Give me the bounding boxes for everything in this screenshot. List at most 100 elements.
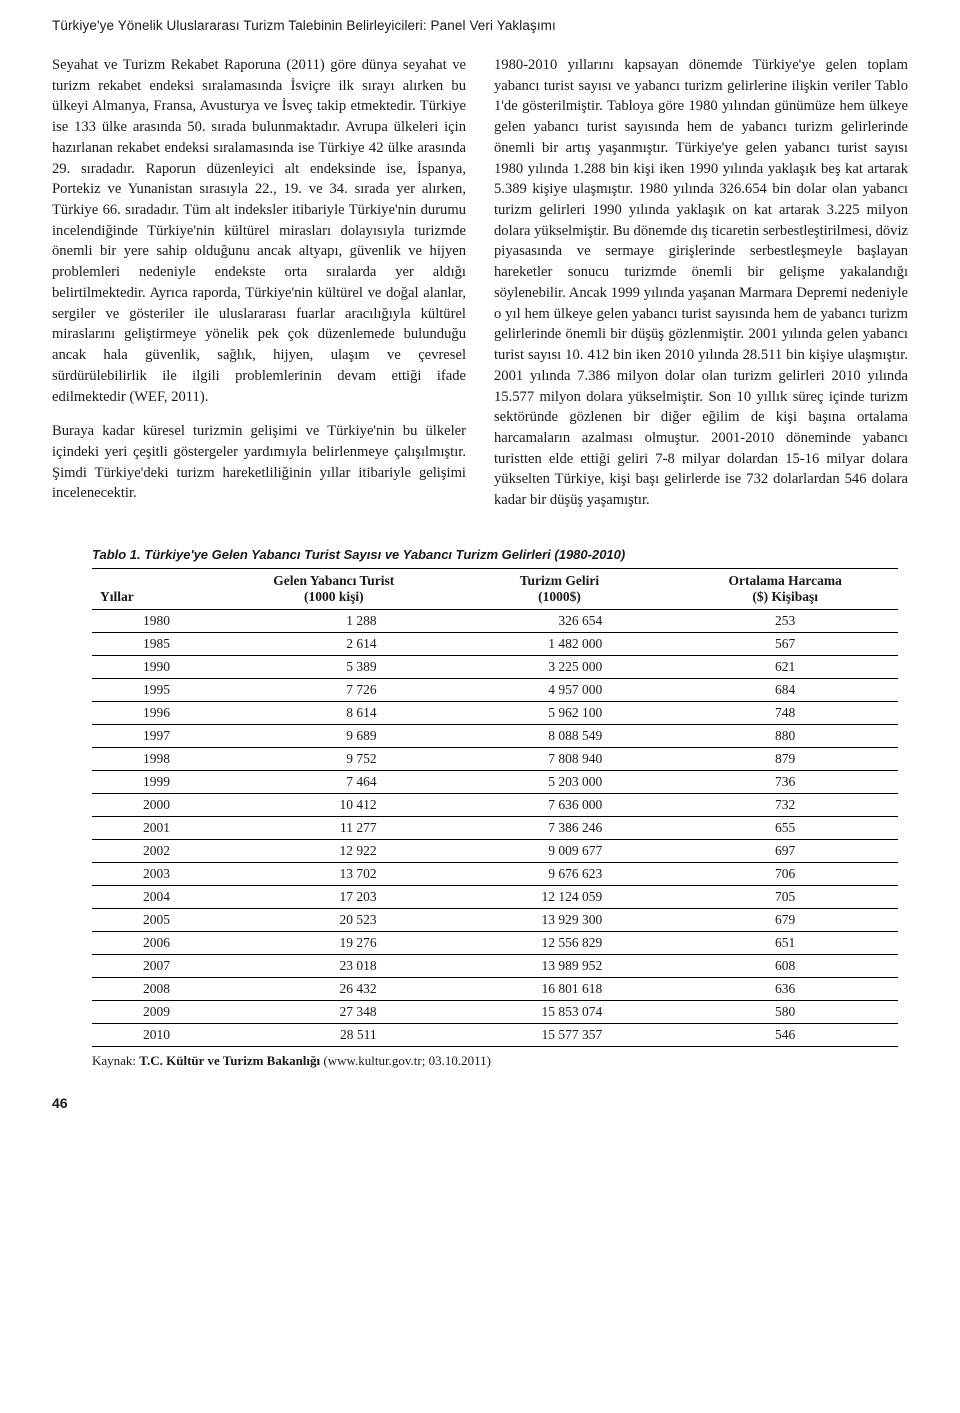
table-row: 19801 288326 654253 [92, 609, 898, 632]
table-cell: 697 [672, 839, 898, 862]
table-row: 19852 6141 482 000567 [92, 632, 898, 655]
table-cell: 2001 [92, 816, 221, 839]
table-cell: 684 [672, 678, 898, 701]
table-cell: 1 288 [221, 609, 447, 632]
table-cell: 7 808 940 [447, 747, 673, 770]
table-cell: 26 432 [221, 977, 447, 1000]
table-cell: 879 [672, 747, 898, 770]
table-cell: 1 482 000 [447, 632, 673, 655]
table-header-cell: Yıllar [92, 568, 221, 609]
table-cell: 2000 [92, 793, 221, 816]
table-cell: 2009 [92, 1000, 221, 1023]
source-label: Kaynak: [92, 1053, 139, 1068]
table-cell: 1999 [92, 770, 221, 793]
table-cell: 28 511 [221, 1023, 447, 1046]
table-cell: 5 389 [221, 655, 447, 678]
table-cell: 5 962 100 [447, 701, 673, 724]
table-cell: 1980 [92, 609, 221, 632]
table-row: 200417 20312 124 059705 [92, 885, 898, 908]
table-header-cell: Turizm Geliri(1000$) [447, 568, 673, 609]
table-row: 201028 51115 577 357546 [92, 1023, 898, 1046]
table-cell: 608 [672, 954, 898, 977]
table-caption: Tablo 1. Türkiye'ye Gelen Yabancı Turist… [92, 547, 898, 562]
source-bold: T.C. Kültür ve Turizm Bakanlığı [139, 1053, 320, 1068]
table-cell: 4 957 000 [447, 678, 673, 701]
table-cell: 7 386 246 [447, 816, 673, 839]
table-cell: 11 277 [221, 816, 447, 839]
table-row: 200010 4127 636 000732 [92, 793, 898, 816]
table-cell: 9 009 677 [447, 839, 673, 862]
table-cell: 12 124 059 [447, 885, 673, 908]
table-row: 19968 6145 962 100748 [92, 701, 898, 724]
table-row: 19957 7264 957 000684 [92, 678, 898, 701]
table-header-cell: Ortalama Harcama($) Kişibaşı [672, 568, 898, 609]
table-row: 19997 4645 203 000736 [92, 770, 898, 793]
table-cell: 253 [672, 609, 898, 632]
table-row: 200826 43216 801 618636 [92, 977, 898, 1000]
table-cell: 3 225 000 [447, 655, 673, 678]
page-number: 46 [52, 1095, 908, 1111]
table-cell: 1990 [92, 655, 221, 678]
table-row: 200313 7029 676 623706 [92, 862, 898, 885]
table-cell: 2006 [92, 931, 221, 954]
table-cell: 1995 [92, 678, 221, 701]
two-column-body: Seyahat ve Turizm Rekabet Raporuna (2011… [52, 55, 908, 525]
table-cell: 651 [672, 931, 898, 954]
table-row: 200111 2777 386 246655 [92, 816, 898, 839]
table-row: 200723 01813 989 952608 [92, 954, 898, 977]
table-cell: 15 577 357 [447, 1023, 673, 1046]
table-cell: 679 [672, 908, 898, 931]
table-cell: 27 348 [221, 1000, 447, 1023]
table-cell: 655 [672, 816, 898, 839]
table-row: 200619 27612 556 829651 [92, 931, 898, 954]
table-cell: 15 853 074 [447, 1000, 673, 1023]
table-cell: 9 676 623 [447, 862, 673, 885]
table-cell: 12 556 829 [447, 931, 673, 954]
table-header-cell: Gelen Yabancı Turist(1000 kişi) [221, 568, 447, 609]
table-cell: 1996 [92, 701, 221, 724]
table-cell: 2003 [92, 862, 221, 885]
table-cell: 736 [672, 770, 898, 793]
table-row: 200520 52313 929 300679 [92, 908, 898, 931]
table-cell: 1998 [92, 747, 221, 770]
table-cell: 2002 [92, 839, 221, 862]
table-row: 200927 34815 853 074580 [92, 1000, 898, 1023]
table-cell: 23 018 [221, 954, 447, 977]
table-cell: 7 636 000 [447, 793, 673, 816]
table-cell: 2 614 [221, 632, 447, 655]
table-cell: 7 464 [221, 770, 447, 793]
table-cell: 8 088 549 [447, 724, 673, 747]
running-header: Türkiye'ye Yönelik Uluslararası Turizm T… [52, 18, 908, 33]
table-source: Kaynak: T.C. Kültür ve Turizm Bakanlığı … [92, 1053, 898, 1069]
table-row: 19979 6898 088 549880 [92, 724, 898, 747]
left-paragraph-1: Seyahat ve Turizm Rekabet Raporuna (2011… [52, 55, 466, 407]
table-head: YıllarGelen Yabancı Turist(1000 kişi)Tur… [92, 568, 898, 609]
table-cell: 546 [672, 1023, 898, 1046]
table-cell: 8 614 [221, 701, 447, 724]
table-cell: 621 [672, 655, 898, 678]
table-cell: 706 [672, 862, 898, 885]
table-cell: 9 752 [221, 747, 447, 770]
table-cell: 13 989 952 [447, 954, 673, 977]
table-cell: 1985 [92, 632, 221, 655]
table-cell: 880 [672, 724, 898, 747]
table-cell: 1997 [92, 724, 221, 747]
table-row: 19989 7527 808 940879 [92, 747, 898, 770]
table-cell: 2007 [92, 954, 221, 977]
table-cell: 2010 [92, 1023, 221, 1046]
table-cell: 9 689 [221, 724, 447, 747]
table-row: 200212 9229 009 677697 [92, 839, 898, 862]
table-cell: 567 [672, 632, 898, 655]
table-body: 19801 288326 65425319852 6141 482 000567… [92, 609, 898, 1046]
table-cell: 7 726 [221, 678, 447, 701]
table-cell: 732 [672, 793, 898, 816]
table-cell: 326 654 [447, 609, 673, 632]
table-cell: 13 702 [221, 862, 447, 885]
table-cell: 5 203 000 [447, 770, 673, 793]
table-cell: 2008 [92, 977, 221, 1000]
table-cell: 10 412 [221, 793, 447, 816]
left-paragraph-2: Buraya kadar küresel turizmin gelişimi v… [52, 421, 466, 504]
left-column: Seyahat ve Turizm Rekabet Raporuna (2011… [52, 55, 466, 525]
table-cell: 636 [672, 977, 898, 1000]
source-tail: (www.kultur.gov.tr; 03.10.2011) [320, 1053, 491, 1068]
